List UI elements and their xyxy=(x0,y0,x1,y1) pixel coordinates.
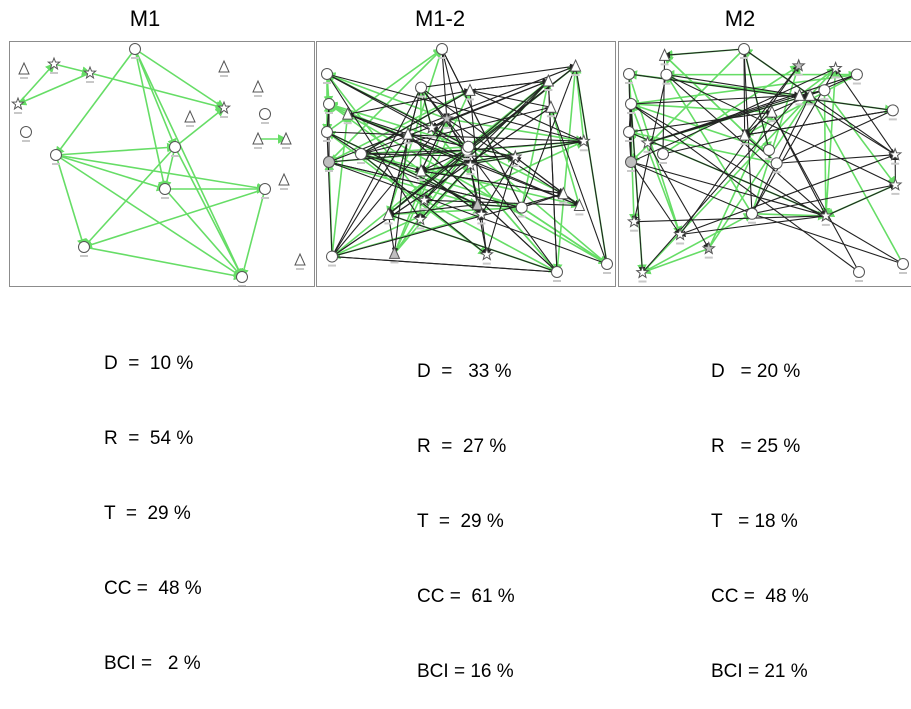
stats-m2: D = 20 % R = 25 % T = 18 % CC = 48 % BCI… xyxy=(711,309,809,709)
panel-title-m2: M2 xyxy=(680,6,800,32)
network-node xyxy=(898,259,909,275)
network-node xyxy=(253,133,263,149)
network-graph-m1-2 xyxy=(316,41,616,287)
network-node xyxy=(19,63,29,79)
stat-transitivity: T = 29 % xyxy=(417,509,515,534)
green-edge xyxy=(56,155,165,189)
network-node xyxy=(602,259,613,275)
stat-density: D = 10 % xyxy=(104,351,202,376)
green-edge xyxy=(56,155,84,247)
green-edge xyxy=(56,155,265,189)
network-node xyxy=(746,208,757,224)
network-svg-m1 xyxy=(10,42,314,286)
network-node xyxy=(281,133,291,149)
network-node xyxy=(79,242,90,258)
black-edge xyxy=(388,214,394,253)
green-edge xyxy=(18,73,90,104)
green-edge xyxy=(642,214,751,273)
stat-bci: BCI = 2 % xyxy=(104,651,202,676)
network-node xyxy=(327,251,338,266)
stat-bci: BCI = 21 % xyxy=(711,659,809,684)
stat-transitivity: T = 18 % xyxy=(711,509,809,534)
network-node xyxy=(552,267,563,283)
stat-reciprocity: R = 54 % xyxy=(104,426,202,451)
network-node xyxy=(295,254,305,270)
stats-m1-2: D = 33 % R = 27 % T = 29 % CC = 61 % BCI… xyxy=(417,309,515,709)
stat-bci: BCI = 16 % xyxy=(417,659,515,684)
black-edge xyxy=(665,49,744,55)
black-edge xyxy=(680,66,799,235)
stat-transitivity: T = 29 % xyxy=(104,501,202,526)
stats-m1: D = 10 % R = 54 % T = 29 % CC = 48 % BCI… xyxy=(104,301,202,701)
green-edge xyxy=(576,66,584,141)
network-node xyxy=(279,174,289,190)
network-node xyxy=(160,184,171,200)
green-edge xyxy=(242,189,265,277)
stat-clustering: CC = 48 % xyxy=(104,576,202,601)
panel-title-m1: M1 xyxy=(85,6,205,32)
network-node xyxy=(48,58,59,74)
black-edge xyxy=(470,90,551,107)
network-node xyxy=(253,81,263,97)
black-edge xyxy=(663,135,745,154)
panel-title-m1-2: M1-2 xyxy=(380,6,500,32)
network-node xyxy=(574,199,584,215)
network-node xyxy=(851,69,862,85)
network-graph-m1 xyxy=(9,41,315,287)
network-graph-m2 xyxy=(618,41,911,287)
stat-density: D = 20 % xyxy=(711,359,809,384)
stat-clustering: CC = 48 % xyxy=(711,584,809,609)
network-node xyxy=(185,111,195,127)
network-node xyxy=(658,149,669,165)
green-edge xyxy=(522,208,607,264)
green-edge xyxy=(56,49,135,155)
black-edge xyxy=(576,66,607,264)
network-node xyxy=(546,101,556,117)
network-node xyxy=(260,109,271,125)
black-edge xyxy=(332,257,557,272)
green-edge xyxy=(824,90,825,216)
stat-clustering: CC = 61 % xyxy=(417,584,515,609)
black-edge xyxy=(642,95,799,272)
network-svg-m2 xyxy=(619,42,911,286)
network-svg-m1-2 xyxy=(317,42,615,286)
network-node xyxy=(887,105,898,121)
green-edge xyxy=(135,49,175,147)
network-node xyxy=(260,184,271,200)
network-node xyxy=(21,127,32,143)
green-edge xyxy=(175,108,224,147)
black-edge xyxy=(826,185,896,216)
network-node xyxy=(51,150,62,166)
network-node xyxy=(219,61,229,77)
network-node xyxy=(237,272,248,287)
green-edge xyxy=(752,214,826,216)
network-node xyxy=(854,267,865,283)
stat-density: D = 33 % xyxy=(417,359,515,384)
black-edge xyxy=(744,49,745,135)
black-edge xyxy=(481,214,486,254)
